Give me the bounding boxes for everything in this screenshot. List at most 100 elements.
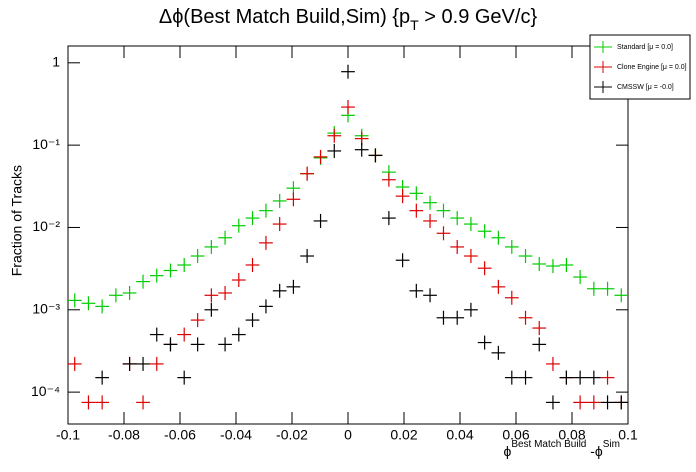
data-point (464, 249, 478, 264)
data-point (586, 395, 601, 410)
x-tick-label: -0.08 (108, 427, 140, 443)
data-point (586, 370, 601, 385)
data-point (614, 288, 628, 303)
legend-label: CMSSW [μ = -0.0] (617, 84, 674, 91)
x-tick-label: -0.02 (276, 427, 308, 443)
data-point (218, 337, 232, 352)
x-tick-label: 0.04 (446, 427, 473, 443)
data-point (518, 249, 533, 264)
y-tick-label: 1 (52, 54, 60, 70)
data-point (559, 370, 574, 385)
data-point (218, 285, 232, 300)
data-point (272, 217, 287, 232)
data-point (68, 293, 82, 308)
data-point (286, 279, 301, 294)
x-label-mid: -ϕ (586, 443, 603, 459)
y-axis-label: Fraction of Tracks (9, 165, 25, 276)
x-label-phi: ϕ (503, 443, 511, 459)
y-tick-label: 10⁻³ (32, 300, 60, 316)
data-point (272, 193, 287, 208)
data-point (218, 230, 232, 245)
x-axis-label: ϕBest Match Build -ϕSim (503, 439, 620, 459)
data-point (546, 356, 560, 371)
data-point (477, 335, 492, 350)
legend-label: Clone Engine [μ = 0.0] (617, 64, 687, 71)
data-point (518, 370, 533, 385)
data-point (491, 230, 506, 245)
data-point (491, 279, 506, 294)
data-point (231, 327, 246, 342)
x-tick-label: 0 (344, 427, 352, 443)
x-tick-label: 0.1 (618, 427, 638, 443)
data-point (190, 337, 205, 352)
data-point (136, 356, 150, 371)
x-label-sup: Sim (603, 439, 620, 450)
data-point (423, 288, 437, 303)
title-subscript: T (410, 17, 419, 33)
y-tick-label: 10⁻¹ (32, 136, 60, 152)
data-point (190, 313, 205, 328)
data-point (464, 302, 478, 317)
y-tick-label: 10⁻⁴ (31, 383, 60, 399)
data-point (177, 327, 192, 342)
data-point (81, 395, 96, 410)
data-point (300, 166, 314, 181)
data-point (149, 268, 164, 283)
data-point (477, 261, 492, 276)
data-point (177, 257, 192, 272)
x-tick-label: -0.04 (220, 427, 252, 443)
title-main: Δϕ(Best Match Build,Sim) {p (159, 6, 410, 28)
data-point (614, 395, 628, 410)
data-point (504, 370, 519, 385)
data-point (341, 100, 355, 115)
data-point (450, 239, 465, 254)
data-point (95, 395, 110, 410)
data-point (95, 299, 110, 314)
data-point (368, 148, 383, 163)
data-point (313, 213, 328, 228)
data-point (477, 224, 492, 239)
data-point (286, 192, 301, 207)
data-point (504, 290, 519, 305)
data-point (177, 370, 192, 385)
data-point (341, 64, 355, 79)
x-tick-label: 0.06 (502, 427, 529, 443)
data-point (600, 370, 615, 385)
data-point (382, 211, 396, 226)
data-point (573, 370, 587, 385)
data-point (504, 239, 519, 254)
data-point (532, 256, 547, 271)
data-point (245, 313, 260, 328)
data-point (600, 395, 615, 410)
x-label-sup: Best Match Build (511, 439, 586, 450)
data-point (231, 273, 246, 288)
data-point (204, 302, 219, 317)
data-point (259, 235, 273, 250)
data-point (259, 203, 273, 218)
data-point (245, 211, 260, 226)
data-point (245, 257, 260, 272)
data-point (436, 226, 451, 241)
data-point (600, 281, 615, 296)
x-tick-label: -0.1 (56, 427, 80, 443)
data-point (95, 370, 110, 385)
data-point (122, 285, 137, 300)
data-point (409, 283, 424, 298)
data-point (559, 257, 574, 272)
data-point (149, 327, 164, 342)
data-point (122, 356, 137, 371)
data-point (573, 395, 587, 410)
data-point (149, 356, 164, 371)
data-point (409, 186, 424, 201)
data-point (163, 337, 178, 352)
data-point (518, 310, 533, 325)
chart-title: Δϕ(Best Match Build,Sim) {pT > 0.9 GeV/c… (159, 6, 538, 32)
data-point (163, 263, 178, 278)
title-end: > 0.9 GeV/c} (419, 6, 538, 28)
data-point (532, 321, 547, 336)
data-point (68, 356, 82, 371)
data-point (259, 299, 273, 314)
data-point (464, 217, 478, 232)
data-point (573, 270, 587, 285)
